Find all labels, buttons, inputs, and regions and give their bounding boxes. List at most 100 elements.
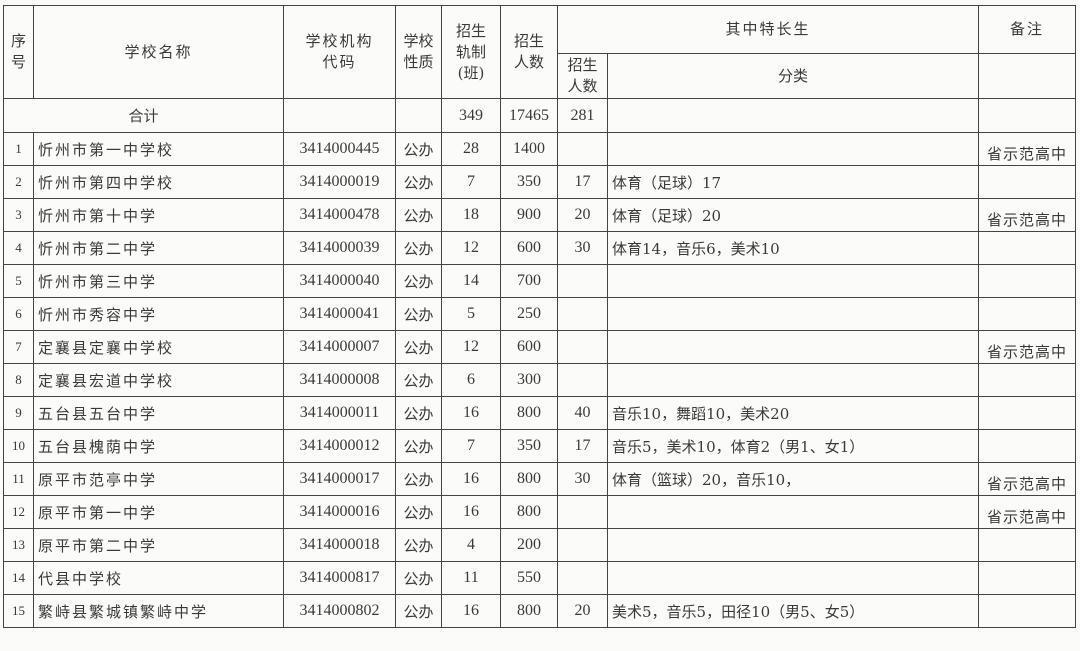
table-row: 1 忻州市第一中学校 3414000445 公办 28 1400 省示范高中 xyxy=(3,132,1076,166)
enroll: 800 xyxy=(500,396,558,430)
total-classes: 349 xyxy=(441,98,501,133)
school-name: 原平市第二中学 xyxy=(33,528,284,562)
school-code: 3414000802 xyxy=(283,594,396,628)
header-school-name: 学校名称 xyxy=(33,5,284,99)
enroll: 600 xyxy=(500,231,558,265)
enroll: 200 xyxy=(500,528,558,562)
school-name: 忻州市第四中学校 xyxy=(33,165,284,199)
school-name: 原平市第一中学 xyxy=(33,495,284,529)
enrollment-table: 序号 学校名称 学校机构代码 学校性质 招生轨制(班) 招生人数 其中特长生 备… xyxy=(3,5,1076,628)
school-nature: 公办 xyxy=(395,495,442,529)
school-name: 原平市范亭中学 xyxy=(33,462,284,496)
seq: 8 xyxy=(3,363,34,397)
classes: 16 xyxy=(441,462,501,496)
total-enroll: 17465 xyxy=(500,98,558,133)
special-count: 40 xyxy=(557,396,608,430)
table-row: 10 五台县槐荫中学 3414000012 公办 7 350 17 音乐5，美术10，体育2（… xyxy=(3,429,1076,463)
classes: 11 xyxy=(441,561,501,595)
remark xyxy=(978,561,1076,595)
school-code: 3414000016 xyxy=(283,495,396,529)
classes: 28 xyxy=(441,132,501,166)
special-count: 17 xyxy=(557,165,608,199)
school-code: 3414000445 xyxy=(283,132,396,166)
remark xyxy=(978,297,1076,331)
classes: 16 xyxy=(441,594,501,628)
header-seq: 序号 xyxy=(3,5,34,99)
school-code: 3414000011 xyxy=(283,396,396,430)
remark xyxy=(978,396,1076,430)
total-special-count: 281 xyxy=(557,98,608,133)
classes: 5 xyxy=(441,297,501,331)
school-nature: 公办 xyxy=(395,462,442,496)
classes: 14 xyxy=(441,264,501,298)
special-count xyxy=(557,363,608,397)
special-count xyxy=(557,264,608,298)
table-row: 8 定襄县宏道中学校 3414000008 公办 6 300 xyxy=(3,363,1076,397)
header-classes: 招生轨制(班) xyxy=(441,5,501,99)
school-name: 忻州市第一中学校 xyxy=(33,132,284,166)
school-nature: 公办 xyxy=(395,297,442,331)
special-category: 体育（篮球）20，音乐10， xyxy=(607,462,979,496)
special-count: 17 xyxy=(557,429,608,463)
remark xyxy=(978,264,1076,298)
special-category xyxy=(607,297,979,331)
school-name: 忻州市秀容中学 xyxy=(33,297,284,331)
seq: 7 xyxy=(3,330,34,364)
seq: 10 xyxy=(3,429,34,463)
school-name: 五台县五台中学 xyxy=(33,396,284,430)
enroll: 350 xyxy=(500,165,558,199)
school-code: 3414000478 xyxy=(283,198,396,232)
school-code: 3414000008 xyxy=(283,363,396,397)
school-name: 繁峙县繁城镇繁峙中学 xyxy=(33,594,284,628)
total-label: 合计 xyxy=(3,98,284,133)
enroll: 800 xyxy=(500,495,558,529)
school-nature: 公办 xyxy=(395,561,442,595)
seq: 9 xyxy=(3,396,34,430)
classes: 16 xyxy=(441,495,501,529)
special-count: 20 xyxy=(557,594,608,628)
remark xyxy=(978,231,1076,265)
classes: 7 xyxy=(441,165,501,199)
special-count: 30 xyxy=(557,231,608,265)
school-code: 3414000817 xyxy=(283,561,396,595)
school-code: 3414000041 xyxy=(283,297,396,331)
classes: 6 xyxy=(441,363,501,397)
classes: 18 xyxy=(441,198,501,232)
total-code-blank xyxy=(283,98,396,133)
header-remark-blank xyxy=(978,53,1076,99)
school-code: 3414000039 xyxy=(283,231,396,265)
seq: 12 xyxy=(3,495,34,529)
special-count: 30 xyxy=(557,462,608,496)
table-row: 12 原平市第一中学 3414000016 公办 16 800 省示范高中 xyxy=(3,495,1076,529)
school-nature: 公办 xyxy=(395,594,442,628)
special-category xyxy=(607,495,979,529)
school-name: 忻州市第十中学 xyxy=(33,198,284,232)
school-name: 五台县槐荫中学 xyxy=(33,429,284,463)
school-code: 3414000017 xyxy=(283,462,396,496)
total-category-blank xyxy=(607,98,979,133)
special-count xyxy=(557,132,608,166)
special-category xyxy=(607,264,979,298)
table-row: 7 定襄县定襄中学校 3414000007 公办 12 600 省示范高中 xyxy=(3,330,1076,364)
school-code: 3414000040 xyxy=(283,264,396,298)
header-special-category: 分类 xyxy=(607,53,979,99)
special-category xyxy=(607,132,979,166)
classes: 4 xyxy=(441,528,501,562)
school-name: 忻州市第三中学 xyxy=(33,264,284,298)
table-row: 5 忻州市第三中学 3414000040 公办 14 700 xyxy=(3,264,1076,298)
seq: 2 xyxy=(3,165,34,199)
school-code: 3414000018 xyxy=(283,528,396,562)
header-enroll: 招生人数 xyxy=(500,5,558,99)
remark: 省示范高中 xyxy=(978,462,1076,496)
table-row: 15 繁峙县繁城镇繁峙中学 3414000802 公办 16 800 20 美术5，音乐5，田… xyxy=(3,594,1076,628)
school-name: 忻州市第二中学 xyxy=(33,231,284,265)
seq: 5 xyxy=(3,264,34,298)
school-code: 3414000012 xyxy=(283,429,396,463)
table-row: 4 忻州市第二中学 3414000039 公办 12 600 30 体育14，音乐6，美术10 xyxy=(3,231,1076,265)
seq: 3 xyxy=(3,198,34,232)
total-row: 合计 349 17465 281 xyxy=(3,98,1076,133)
school-nature: 公办 xyxy=(395,363,442,397)
enroll: 700 xyxy=(500,264,558,298)
school-name: 定襄县宏道中学校 xyxy=(33,363,284,397)
enroll: 550 xyxy=(500,561,558,595)
